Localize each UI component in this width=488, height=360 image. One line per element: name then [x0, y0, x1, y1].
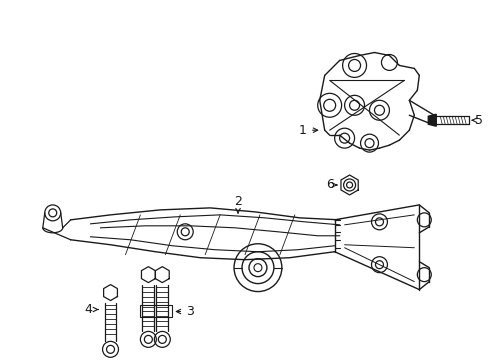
- Text: 1: 1: [298, 124, 306, 137]
- Text: 6: 6: [325, 179, 333, 192]
- Text: 4: 4: [84, 303, 92, 316]
- Polygon shape: [427, 114, 435, 126]
- Text: 2: 2: [234, 195, 242, 208]
- Text: 3: 3: [186, 305, 194, 318]
- Text: 5: 5: [474, 114, 482, 127]
